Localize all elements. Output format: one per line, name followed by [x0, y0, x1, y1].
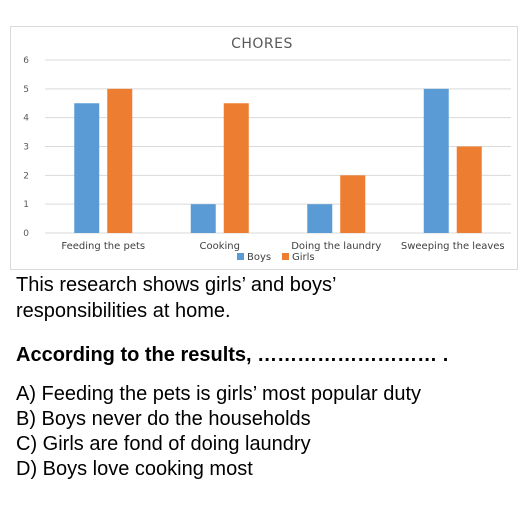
intro-text-line-2: responsibilities at home.: [16, 300, 231, 322]
y-tick-label-5: 5: [23, 85, 29, 95]
bar-chart: CHORES 0 1 2 3 4 5 6 Feeding the pets Cooking Doin…: [23, 36, 511, 263]
option-d[interactable]: D) Boys love cooking most: [16, 458, 253, 480]
bar-boys-1: [190, 204, 216, 233]
question-prompt: According to the results, ……………………… .: [16, 344, 449, 366]
y-tick-label-0: 0: [23, 229, 29, 239]
bar-boys-0: [74, 103, 100, 233]
y-tick-label-2: 2: [23, 171, 29, 181]
legend-swatch-girls: [282, 253, 289, 260]
x-category-label-1: Cooking: [200, 241, 240, 252]
chart-title: CHORES: [231, 36, 293, 52]
bar-boys-2: [307, 204, 333, 233]
legend-swatch-boys: [237, 253, 244, 260]
bar-boys-3: [423, 88, 449, 233]
y-tick-label-3: 3: [23, 143, 29, 153]
legend-label-girls: Girls: [292, 252, 315, 263]
intro-text-line-1: This research shows girls’ and boys’: [16, 274, 337, 296]
chart-container: CHORES 0 1 2 3 4 5 6 Feeding the pets Cooking Doin…: [10, 26, 518, 270]
x-category-label-3: Sweeping the leaves: [401, 241, 505, 252]
option-c[interactable]: C) Girls are fond of doing laundry: [16, 433, 311, 455]
answer-options: A) Feeding the pets is girls’ most popul…: [16, 382, 516, 482]
bar-girls-3: [456, 146, 482, 233]
y-tick-label-1: 1: [23, 200, 29, 210]
y-tick-label-4: 4: [23, 114, 29, 124]
bar-girls-1: [223, 103, 249, 233]
legend-label-boys: Boys: [247, 252, 271, 263]
option-a[interactable]: A) Feeding the pets is girls’ most popul…: [16, 383, 422, 405]
x-category-label-0: Feeding the pets: [61, 241, 145, 252]
option-b[interactable]: B) Boys never do the households: [16, 408, 311, 430]
bar-girls-0: [107, 88, 133, 233]
x-category-label-2: Doing the laundry: [291, 241, 381, 252]
bar-girls-2: [340, 175, 366, 233]
y-tick-label-6: 6: [23, 56, 29, 66]
question-block: This research shows girls’ and boys’ res…: [16, 272, 516, 482]
